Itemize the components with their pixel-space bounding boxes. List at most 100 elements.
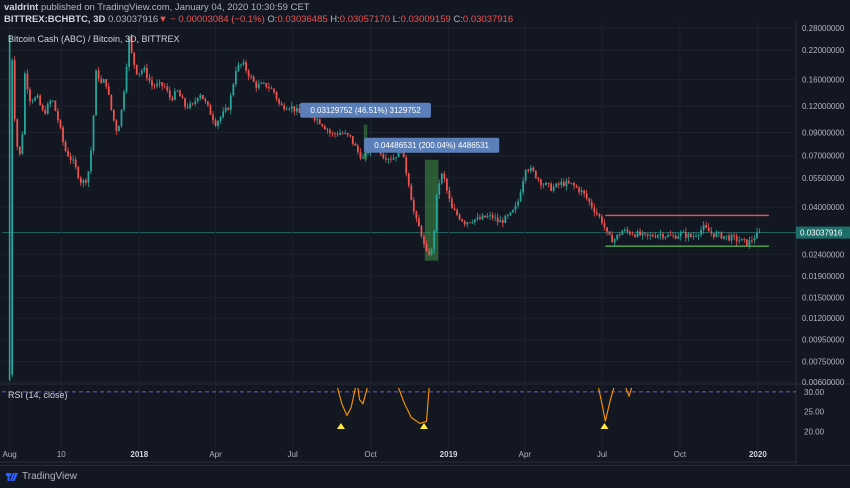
candle-body [240, 64, 242, 66]
candle-body [326, 129, 329, 131]
price-tick-label: 0.16000000 [802, 76, 845, 85]
candle-body [710, 231, 713, 234]
candle-body [542, 184, 545, 186]
candle-body [346, 133, 349, 135]
candle-body [616, 234, 619, 240]
candle-body [69, 156, 72, 161]
close-label: C: [453, 14, 463, 25]
candle-body [181, 96, 184, 99]
candle-body [667, 234, 669, 237]
candle-body [168, 90, 171, 98]
publish-line: valdrint published on TradingView.com, J… [4, 2, 310, 13]
candle-body [740, 238, 743, 241]
price-tick-label: 0.22000000 [802, 46, 845, 55]
candle-body [34, 97, 36, 101]
candle-body [575, 185, 578, 188]
oversold-arrow-icon [600, 423, 609, 429]
candle-body [705, 224, 708, 228]
candle-body [471, 222, 474, 223]
candle-body [227, 107, 230, 110]
candle-body [316, 119, 319, 121]
candle-body [49, 101, 52, 104]
candle-body [107, 86, 110, 95]
time-tick-label: Jul [288, 450, 298, 459]
candle-body [618, 234, 621, 236]
candle-body [684, 232, 687, 238]
candle-body [283, 105, 286, 110]
candle-body [583, 190, 586, 194]
candle-body [598, 214, 601, 217]
candle-body [265, 82, 268, 88]
candle-body [430, 249, 433, 255]
candle-body [524, 170, 527, 181]
rsi-tick-label: 25.00 [804, 408, 825, 417]
candle-body [580, 190, 583, 193]
candle-body [397, 149, 400, 158]
candle-body [29, 89, 31, 102]
candle-body [532, 167, 535, 171]
candle-body [639, 231, 641, 236]
candle-body [723, 236, 725, 239]
candle-body [672, 235, 675, 237]
candle-body [499, 220, 502, 223]
candle-body [362, 157, 364, 159]
candle-body [537, 178, 540, 180]
candle-body [219, 117, 222, 121]
rsi-line [357, 387, 368, 405]
candle-body [257, 83, 260, 88]
candle-body [186, 106, 189, 108]
tradingview-logo-icon [6, 473, 18, 481]
candle-body [209, 105, 212, 115]
candle-body [224, 107, 227, 112]
range-levels [605, 214, 769, 247]
candle-body [540, 179, 542, 186]
candle-body [156, 83, 158, 87]
candle-body [270, 88, 273, 89]
candle-body [608, 231, 611, 235]
candle-body [692, 236, 695, 237]
candle-body [62, 127, 64, 142]
low-label: L: [392, 14, 401, 25]
candle-body [557, 183, 560, 185]
candle-body [275, 92, 278, 100]
candle-body [756, 232, 758, 239]
candle-body [138, 73, 141, 75]
candle-body [54, 100, 57, 112]
candle-body [611, 234, 614, 243]
measure-labels: 0.03129752 (46.51%) 3129752 0.04486531 (2… [300, 102, 500, 153]
candle-body [415, 211, 418, 219]
candle-body [506, 215, 509, 216]
candle-body [133, 52, 136, 65]
candle-body [384, 158, 387, 160]
candle-body [448, 190, 451, 199]
chart-legend-title[interactable]: Bitcoin Cash (ABC) / Bitcoin, 3D, BITTRE… [8, 34, 180, 44]
candle-body [687, 233, 690, 238]
candle-body [387, 158, 390, 160]
candle-body [250, 76, 253, 78]
candle-body [390, 158, 392, 160]
candle-body [440, 173, 443, 184]
candle-body [527, 170, 530, 172]
candle-body [318, 119, 321, 125]
high-label: H: [330, 14, 340, 25]
candle-body [207, 101, 209, 106]
symbol[interactable]: BITTREX:BCHBTC, 3D [4, 14, 106, 25]
candle-body [590, 201, 593, 208]
rsi-legend[interactable]: RSI (14, close) [8, 390, 68, 400]
brand-name[interactable]: TradingView [22, 471, 78, 482]
price-tick-label: 0.09000000 [802, 129, 845, 138]
candle-body [118, 126, 120, 132]
time-tick-label: Oct [364, 450, 377, 459]
author-name[interactable]: valdrint [4, 2, 39, 13]
candle-body [364, 153, 367, 158]
candle-body [560, 181, 563, 185]
candle-body [344, 133, 347, 134]
rsi-line [398, 387, 430, 425]
candle-body [603, 223, 606, 228]
candle-body [410, 185, 413, 201]
candle-body [92, 115, 95, 151]
candle-body [357, 145, 359, 152]
symbol-line: BITTREX:BCHBTC, 3D 0.03037916▼ − 0.00003… [4, 14, 513, 25]
candle-body [433, 230, 436, 250]
